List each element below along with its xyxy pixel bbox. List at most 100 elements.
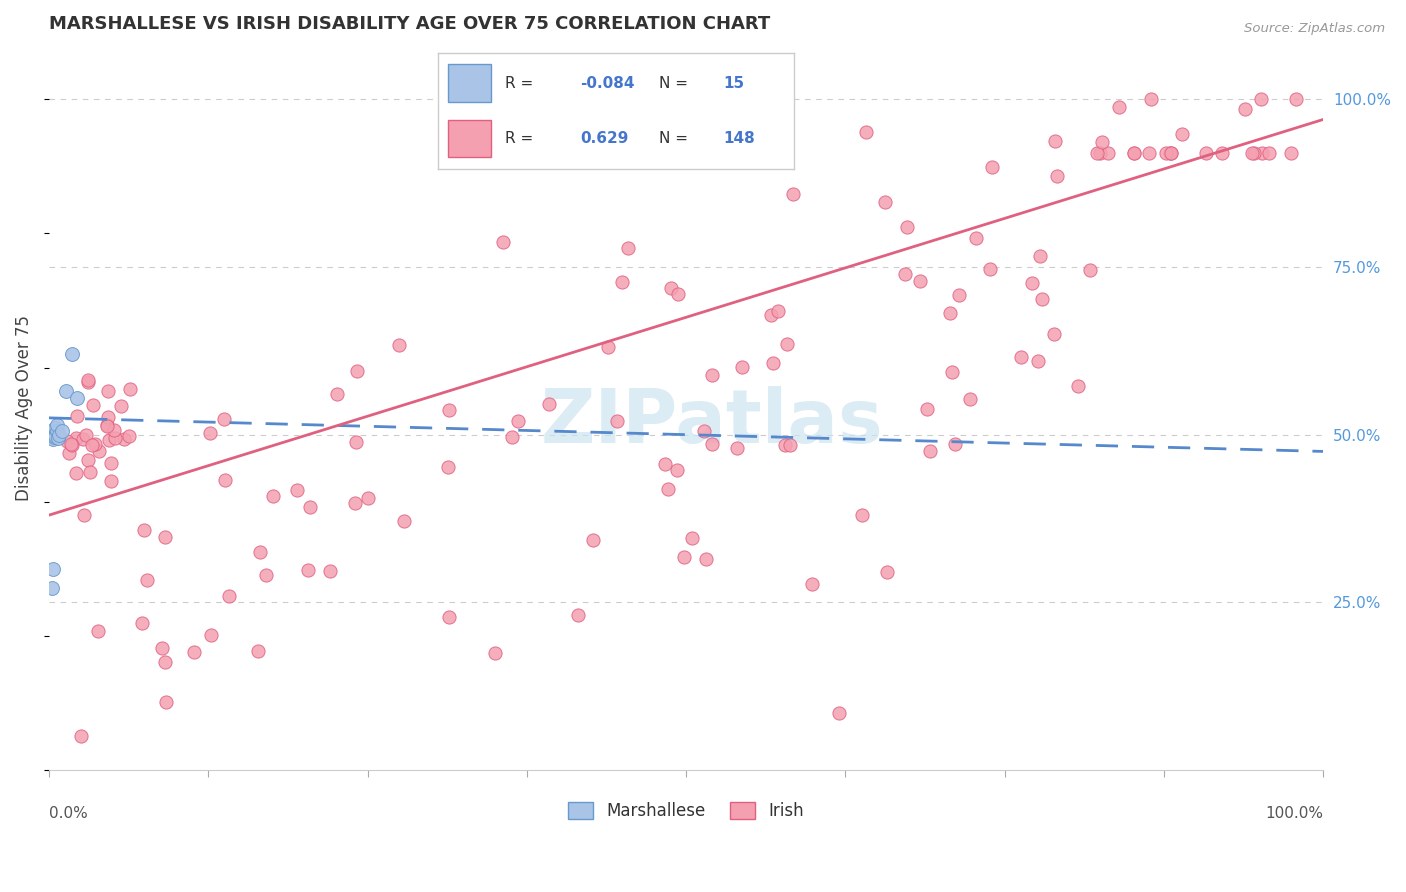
Point	[218, 590, 240, 604]
Point	[681, 531, 703, 545]
Point	[501, 430, 523, 444]
Point	[153, 655, 176, 669]
Point	[46, 431, 69, 445]
Point	[851, 508, 873, 522]
Point	[773, 438, 796, 452]
Point	[51, 425, 73, 439]
Point	[77, 453, 100, 467]
Point	[104, 431, 127, 445]
Point	[939, 306, 962, 320]
Point	[918, 444, 941, 458]
Point	[1028, 249, 1050, 263]
Point	[112, 432, 135, 446]
Point	[1108, 100, 1130, 114]
Point	[298, 500, 321, 514]
Point	[98, 433, 121, 447]
Point	[1031, 292, 1053, 306]
Point	[73, 508, 96, 523]
Point	[1067, 379, 1090, 393]
Point	[1234, 102, 1257, 116]
Point	[1046, 169, 1069, 183]
Point	[48, 427, 70, 442]
Legend: Marshallese, Irish: Marshallese, Irish	[561, 796, 811, 827]
Point	[62, 438, 84, 452]
Point	[132, 524, 155, 538]
Point	[1085, 145, 1108, 160]
Point	[297, 563, 319, 577]
Point	[1243, 145, 1265, 160]
Point	[45, 417, 67, 432]
Point	[80, 438, 103, 452]
Point	[247, 644, 270, 658]
Point	[44, 421, 66, 435]
Point	[582, 533, 605, 547]
Point	[612, 275, 634, 289]
Point	[439, 609, 461, 624]
Point	[1139, 92, 1161, 106]
Point	[1171, 127, 1194, 141]
Text: Source: ZipAtlas.com: Source: ZipAtlas.com	[1244, 22, 1385, 36]
Point	[388, 338, 411, 352]
Point	[766, 303, 789, 318]
Point	[1045, 134, 1067, 148]
Point	[1160, 145, 1182, 160]
Point	[1279, 145, 1302, 160]
Point	[659, 281, 682, 295]
Point	[776, 336, 799, 351]
Point	[1160, 145, 1182, 160]
Point	[1159, 145, 1181, 160]
Point	[59, 437, 82, 451]
Point	[1250, 145, 1272, 160]
Point	[44, 429, 66, 443]
Point	[198, 425, 221, 440]
Point	[79, 465, 101, 479]
Point	[948, 288, 970, 302]
Point	[42, 562, 65, 576]
Point	[855, 125, 877, 139]
Point	[873, 194, 896, 209]
Point	[759, 309, 782, 323]
Point	[118, 382, 141, 396]
Point	[70, 730, 93, 744]
Point	[392, 514, 415, 528]
Point	[439, 403, 461, 417]
Point	[135, 574, 157, 588]
Point	[214, 473, 236, 487]
Point	[103, 423, 125, 437]
Point	[693, 425, 716, 439]
Point	[1211, 145, 1233, 160]
Point	[42, 430, 65, 444]
Point	[41, 581, 63, 595]
Point	[702, 437, 724, 451]
Point	[492, 235, 515, 249]
Point	[254, 568, 277, 582]
Point	[183, 645, 205, 659]
Point	[84, 436, 107, 450]
Point	[436, 460, 458, 475]
Point	[896, 220, 918, 235]
Point	[959, 392, 981, 407]
Point	[60, 347, 83, 361]
Point	[346, 364, 368, 378]
Point	[96, 418, 118, 433]
Point	[666, 463, 689, 477]
Point	[344, 435, 367, 450]
Point	[200, 628, 222, 642]
Point	[1026, 354, 1049, 368]
Point	[87, 624, 110, 638]
Point	[908, 274, 931, 288]
Point	[725, 441, 748, 455]
Point	[945, 437, 967, 451]
Point	[42, 433, 65, 447]
Point	[782, 187, 804, 202]
Point	[118, 429, 141, 443]
Point	[65, 432, 87, 446]
Point	[596, 340, 619, 354]
Point	[100, 474, 122, 488]
Point	[695, 552, 717, 566]
Point	[484, 646, 506, 660]
Point	[1021, 276, 1043, 290]
Point	[96, 418, 118, 433]
Point	[828, 706, 851, 720]
Point	[1097, 145, 1119, 160]
